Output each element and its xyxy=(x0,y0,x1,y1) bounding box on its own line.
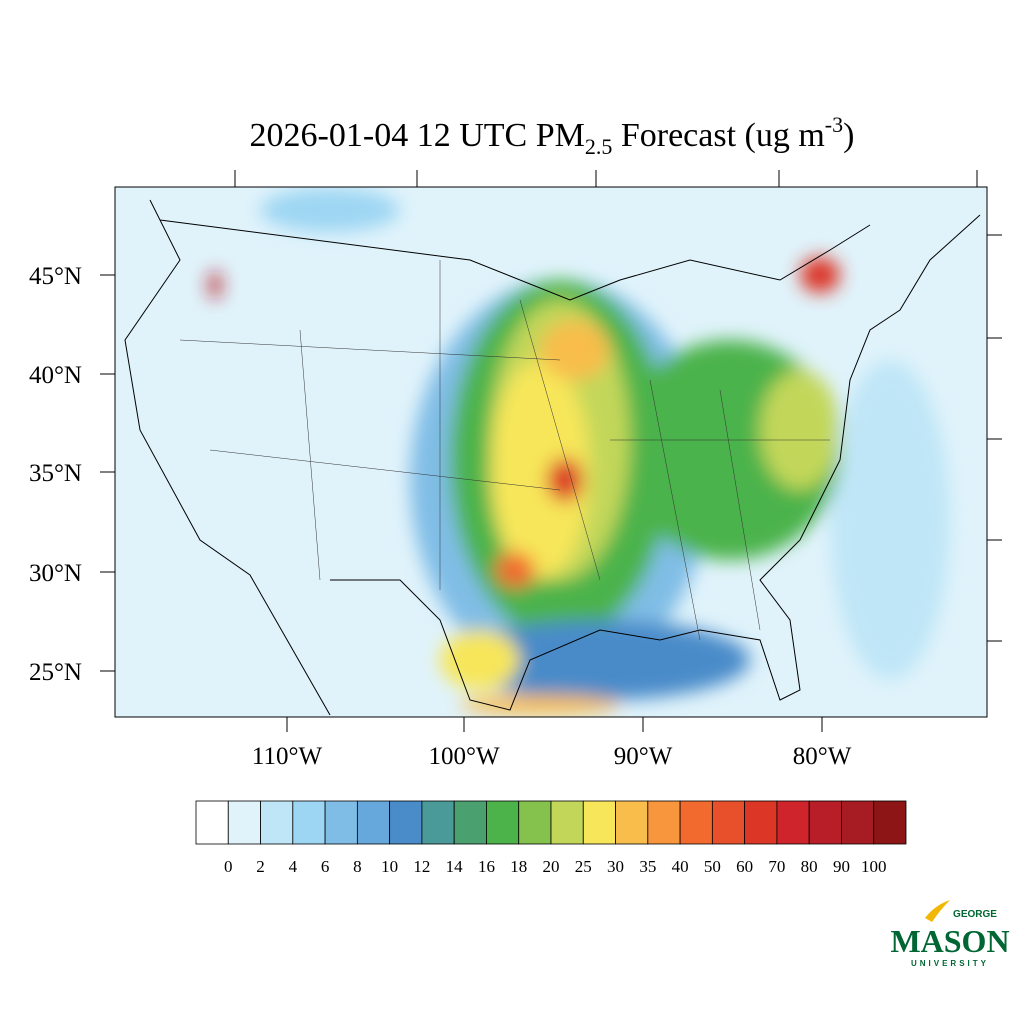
colorbar-label: 90 xyxy=(833,857,850,876)
colorbar-swatch xyxy=(292,800,326,845)
colorbar-label: 10 xyxy=(381,857,398,876)
colorbar-label: 60 xyxy=(736,857,753,876)
colorbar-label: 50 xyxy=(704,857,721,876)
colorbar-swatch xyxy=(582,800,616,845)
colorbar-swatch xyxy=(324,800,358,845)
colorbar-label: 70 xyxy=(768,857,785,876)
axis-ticks xyxy=(234,170,1002,642)
colorbar-swatch xyxy=(356,800,391,845)
logo-bottom: UNIVERSITY xyxy=(911,959,989,968)
colorbar-label: 40 xyxy=(672,857,689,876)
colorbar-label: 12 xyxy=(413,857,430,876)
colorbar-swatch xyxy=(873,800,907,845)
lat-label: 40°N xyxy=(29,362,82,389)
logo: GEORGE MASON UNIVERSITY xyxy=(890,900,1010,968)
lat-label: 45°N xyxy=(29,263,82,290)
lon-label: 90°W xyxy=(614,743,673,770)
colorbar-swatch xyxy=(486,800,520,845)
colorbar-swatch xyxy=(389,800,423,845)
colorbar-label: 25 xyxy=(575,857,592,876)
colorbar-label: 0 xyxy=(224,857,233,876)
colorbar-label: 35 xyxy=(639,857,656,876)
colorbar-label: 4 xyxy=(289,857,298,876)
colorbar-swatch xyxy=(195,800,229,845)
lat-label: 35°N xyxy=(29,460,82,487)
colorbar-swatch xyxy=(227,800,261,845)
colorbar-swatch xyxy=(647,800,681,845)
map-title: 2026-01-04 12 UTC PM2.5 Forecast (ug m-3… xyxy=(250,112,855,159)
colorbar-label: 20 xyxy=(543,857,560,876)
lat-label: 30°N xyxy=(29,560,82,587)
logo-main: MASON xyxy=(890,923,1009,959)
colorbar-swatch xyxy=(550,800,584,845)
lon-label: 110°W xyxy=(252,743,323,770)
colorbar-label: 18 xyxy=(510,857,527,876)
colorbar-swatch xyxy=(615,800,649,845)
colorbar-label: 8 xyxy=(353,857,362,876)
colorbar-swatch xyxy=(841,800,875,845)
colorbar-swatch xyxy=(679,800,713,845)
lon-label: 100°W xyxy=(428,743,499,770)
colorbar-label: 6 xyxy=(321,857,330,876)
colorbar-swatch xyxy=(776,800,810,845)
map-field xyxy=(115,187,987,717)
colorbar-swatch xyxy=(808,800,842,845)
colorbar-swatch xyxy=(260,800,294,845)
colorbar-label: 2 xyxy=(256,857,265,876)
colorbar-label: 30 xyxy=(607,857,624,876)
colorbar-label: 80 xyxy=(801,857,818,876)
colorbar-swatch xyxy=(711,800,746,845)
logo-top: GEORGE xyxy=(953,909,997,920)
colorbar-swatch xyxy=(744,800,778,845)
map-frame xyxy=(114,186,988,718)
colorbar-swatch xyxy=(421,800,455,845)
lat-label: 25°N xyxy=(29,659,82,686)
colorbar-label: 16 xyxy=(478,857,495,876)
colorbar-swatch xyxy=(518,800,552,845)
lon-label: 80°W xyxy=(793,743,852,770)
colorbar-label: 100 xyxy=(861,857,887,876)
colorbar-label: 14 xyxy=(446,857,464,876)
colorbar-swatch xyxy=(453,800,487,845)
